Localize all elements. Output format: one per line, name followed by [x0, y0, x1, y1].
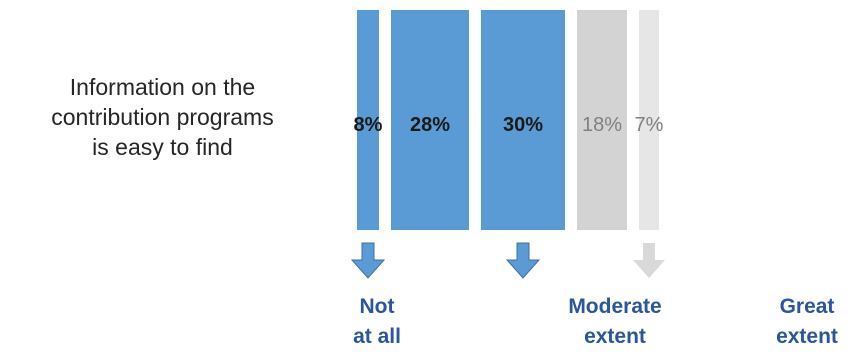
scale-label-line: Great — [779, 295, 835, 318]
arrow-down-icon-not-at-all — [350, 242, 386, 279]
bar-value-label: 7% — [635, 114, 664, 136]
question-line: contribution programs — [51, 104, 274, 130]
arrows-group — [350, 242, 665, 279]
bar-3 — [481, 10, 565, 230]
scale-label-line: Moderate — [568, 295, 662, 318]
value-labels-group: 8% 28% 30% 18% 7% — [354, 114, 664, 136]
scale-label-great: Great extent — [762, 292, 852, 352]
bar-value-label: 28% — [410, 114, 450, 136]
bar-2 — [391, 10, 469, 230]
arrow-down-icon-moderate — [505, 242, 541, 279]
scale-label-moderate: Moderate extent — [540, 292, 690, 352]
question-text: Information on the contribution programs… — [20, 72, 305, 162]
bar-value-label: 18% — [582, 114, 622, 136]
question-line: is easy to find — [92, 134, 233, 160]
question-line: Information on the — [69, 74, 256, 100]
scale-label-not-at-all: Not at all — [342, 292, 412, 352]
bar-value-label: 30% — [503, 114, 543, 136]
bar-value-label: 8% — [354, 114, 383, 136]
bar-5 — [639, 10, 659, 230]
scale-label-line: extent — [584, 325, 646, 348]
scale-label-line: extent — [776, 325, 838, 348]
bar-4 — [577, 10, 627, 230]
arrow-down-icon-great — [633, 243, 665, 278]
bars-group — [357, 10, 659, 230]
scale-label-line: at all — [353, 325, 401, 348]
scale-label-line: Not — [359, 295, 395, 318]
bar-1 — [357, 10, 379, 230]
